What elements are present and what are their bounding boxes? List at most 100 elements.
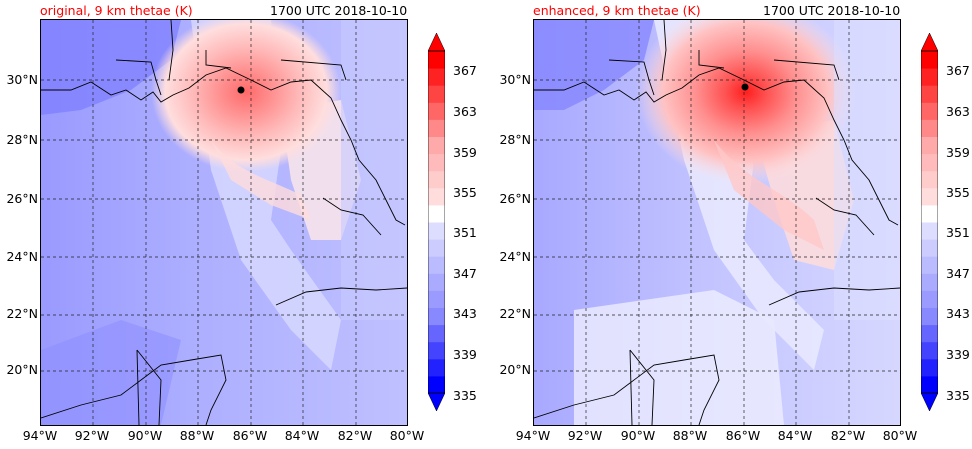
lon-label: 80°W: [389, 428, 425, 443]
colorbar-band: [921, 85, 938, 103]
colorbar-band: [428, 290, 445, 308]
colorbar-tick: 335: [453, 388, 477, 403]
colorbar: [428, 33, 445, 411]
colorbar-band: [428, 222, 445, 240]
lon-label: 88°W: [672, 428, 708, 443]
colorbar-band: [428, 51, 445, 69]
lon-label: 84°W: [777, 428, 813, 443]
panel-enhanced: enhanced, 9 km thetae (K) 1700 UTC 2018-…: [493, 0, 972, 449]
colorbar-tick: 359: [946, 145, 970, 160]
colorbar: [921, 33, 938, 411]
colorbar-tick: 355: [946, 185, 970, 200]
lat-label: 20°N: [499, 362, 531, 377]
colorbar-band: [921, 102, 938, 120]
panel-original: original, 9 km thetae (K) 1700 UTC 2018-…: [0, 0, 480, 449]
colorbar-tick: 347: [946, 266, 970, 281]
colorbar-tick: 347: [453, 266, 477, 281]
colorbar-band: [428, 341, 445, 360]
lat-label: 28°N: [499, 132, 531, 147]
thetae-map-original[interactable]: [40, 19, 408, 426]
colorbar-band: [921, 136, 938, 155]
colorbar-tick: 335: [946, 388, 970, 403]
colorbar-band: [428, 102, 445, 120]
colorbar-band: [921, 68, 938, 86]
lon-label: 92°W: [567, 428, 603, 443]
colorbar-tick: 351: [946, 225, 970, 240]
lon-label: 94°W: [22, 428, 58, 443]
lon-label: 80°W: [882, 428, 918, 443]
colorbar-band: [428, 324, 445, 343]
lon-label: 88°W: [179, 428, 215, 443]
colorbar-tick: 367: [453, 63, 477, 78]
colorbar-band: [428, 358, 445, 377]
lon-label: 90°W: [127, 428, 163, 443]
lat-label: 24°N: [499, 249, 531, 264]
map-canvas: [41, 20, 407, 425]
lat-label: 24°N: [6, 249, 38, 264]
colorbar-band: [921, 256, 938, 274]
colorbar-tick: 339: [946, 347, 970, 362]
colorbar-band: [428, 68, 445, 86]
colorbar-band: [921, 375, 938, 394]
colorbar-band: [921, 273, 938, 291]
colorbar-band: [428, 170, 445, 189]
colorbar-tick: 343: [453, 306, 477, 321]
lat-label: 26°N: [499, 191, 531, 206]
colorbar-band: [428, 204, 445, 223]
panel-title: original, 9 km thetae (K): [40, 3, 193, 18]
lon-label: 82°W: [830, 428, 866, 443]
thetae-map-enhanced[interactable]: [533, 19, 901, 426]
colorbar-tick: 343: [946, 306, 970, 321]
colorbar-band: [921, 341, 938, 360]
panel-timestamp: 1700 UTC 2018-10-10: [763, 3, 901, 18]
lon-label: 94°W: [515, 428, 551, 443]
colorbar-band: [921, 222, 938, 240]
colorbar-band: [921, 51, 938, 69]
colorbar-band: [428, 273, 445, 291]
lon-label: 90°W: [620, 428, 656, 443]
lat-label: 22°N: [499, 306, 531, 321]
colorbar-band: [921, 119, 938, 137]
lat-label: 30°N: [499, 72, 531, 87]
colorbar-band: [428, 153, 445, 172]
lon-label: 82°W: [337, 428, 373, 443]
lon-label: 86°W: [725, 428, 761, 443]
colorbar-band: [921, 153, 938, 172]
lon-label: 84°W: [284, 428, 320, 443]
colorbar-tick: 339: [453, 347, 477, 362]
colorbar-band: [921, 324, 938, 343]
colorbar-band: [428, 119, 445, 137]
colorbar-band: [428, 256, 445, 274]
lat-label: 26°N: [6, 191, 38, 206]
colorbar-band: [428, 307, 445, 326]
panel-title: enhanced, 9 km thetae (K): [533, 3, 701, 18]
colorbar-band: [428, 85, 445, 103]
colorbar-tick: 355: [453, 185, 477, 200]
colorbar-tick: 351: [453, 225, 477, 240]
lat-label: 30°N: [6, 72, 38, 87]
lat-label: 20°N: [6, 362, 38, 377]
lon-label: 86°W: [232, 428, 268, 443]
colorbar-band: [921, 239, 938, 257]
lat-label: 22°N: [6, 306, 38, 321]
colorbar-band: [921, 358, 938, 377]
colorbar-band: [428, 136, 445, 155]
colorbar-band: [921, 290, 938, 308]
colorbar-tick: 363: [453, 104, 477, 119]
colorbar-tick: 359: [453, 145, 477, 160]
lon-label: 92°W: [74, 428, 110, 443]
colorbar-band: [428, 375, 445, 394]
lat-label: 28°N: [6, 132, 38, 147]
storm-center-marker: [237, 86, 245, 94]
colorbar-band: [921, 187, 938, 206]
colorbar-band: [428, 187, 445, 206]
map-canvas: [534, 20, 900, 425]
colorbar-band: [428, 239, 445, 257]
colorbar-tick: 367: [946, 63, 970, 78]
colorbar-tick: 363: [946, 104, 970, 119]
storm-center-marker: [741, 83, 749, 91]
panel-timestamp: 1700 UTC 2018-10-10: [270, 3, 408, 18]
colorbar-band: [921, 307, 938, 326]
colorbar-band: [921, 204, 938, 223]
colorbar-band: [921, 170, 938, 189]
